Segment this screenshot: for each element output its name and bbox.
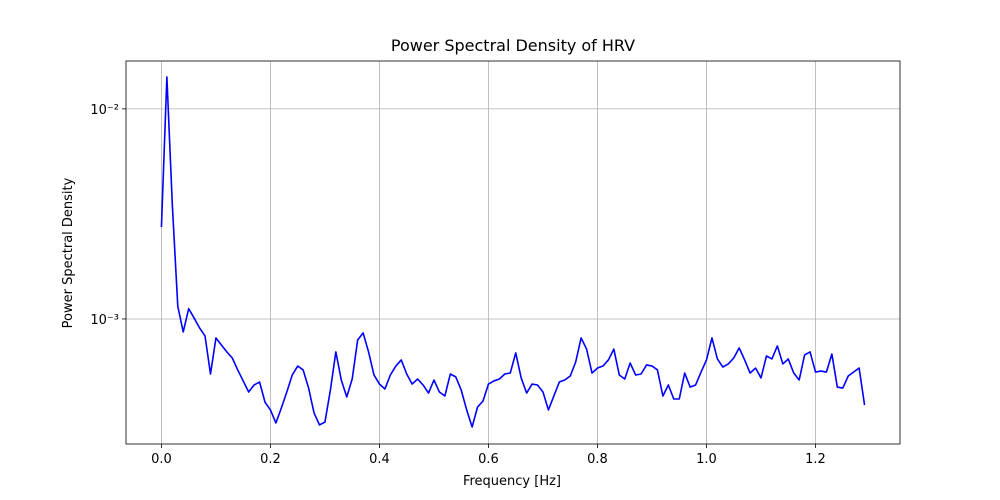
x-tick-label: 0.4 xyxy=(369,452,390,467)
data-line xyxy=(160,76,866,428)
x-axis-label: Frequency [Hz] xyxy=(463,474,561,489)
y-tick-label: 10⁻³ xyxy=(90,313,119,328)
x-tick-label: 1.0 xyxy=(696,452,717,467)
x-tick-label: 0.6 xyxy=(478,452,499,467)
x-tick-label: 1.2 xyxy=(805,452,826,467)
plot-area: 0.0 0.2 0.4 0.6 0.8 1.0 1.2 10⁻³ 10⁻² xyxy=(90,61,900,467)
chart-title: Power Spectral Density of HRV xyxy=(391,36,635,55)
x-tick-label: 0.2 xyxy=(260,452,281,467)
x-tick-label: 0.0 xyxy=(151,452,172,467)
y-axis-label: Power Spectral Density xyxy=(61,177,76,328)
x-tick-label: 0.8 xyxy=(587,452,608,467)
y-tick-label: 10⁻² xyxy=(90,103,119,118)
axes-frame xyxy=(125,60,901,445)
